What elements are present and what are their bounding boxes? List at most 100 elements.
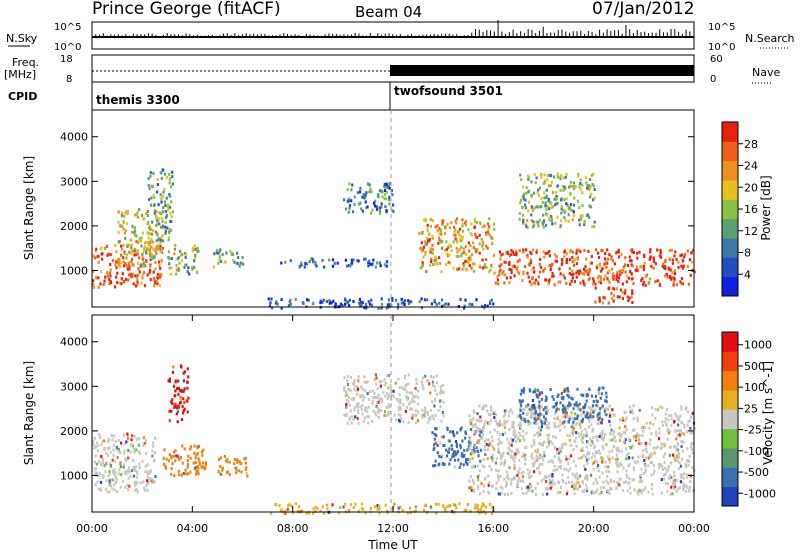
echo-cell: [535, 250, 538, 254]
echo-cell: [487, 443, 490, 447]
date-title: 07/Jan/2012: [592, 0, 695, 19]
echo-cell: [138, 256, 141, 260]
echo-cell: [414, 409, 417, 413]
echo-cell: [138, 270, 141, 274]
echo-cell: [545, 212, 548, 216]
echo-cell: [525, 224, 528, 228]
echo-cell: [617, 463, 620, 467]
echo-cell: [160, 238, 163, 242]
echo-cell: [672, 453, 675, 457]
echo-cell: [467, 458, 470, 461]
echo-cell: [204, 466, 207, 470]
echo-cell: [94, 454, 97, 458]
echo-cell: [540, 479, 543, 483]
echo-cell: [561, 446, 564, 450]
echo-cell: [584, 415, 587, 418]
echo-cell: [383, 189, 387, 193]
echo-cell: [440, 304, 444, 308]
echo-cell: [638, 408, 641, 412]
echo-cell: [179, 389, 182, 393]
echo-cell: [175, 264, 178, 267]
echo-cell: [179, 400, 182, 404]
echo-cell: [150, 245, 153, 249]
echo-cell: [559, 428, 562, 432]
echo-cell: [368, 183, 371, 187]
echo-cell: [608, 404, 611, 408]
echo-cell: [109, 465, 112, 469]
echo-cell: [152, 193, 155, 197]
echo-cell: [597, 418, 600, 422]
echo-cell: [446, 505, 449, 509]
echo-cell: [640, 442, 643, 445]
echo-cell: [431, 236, 435, 240]
echo-cell: [94, 483, 97, 487]
echo-cell: [439, 441, 442, 445]
echo-cell: [485, 244, 488, 248]
echo-cell: [474, 219, 477, 223]
echo-cell: [680, 457, 684, 461]
nsearch-tick-top: 10^5: [708, 22, 735, 33]
echo-cell: [414, 505, 417, 509]
echo-cell: [185, 252, 188, 256]
echo-cell: [567, 389, 570, 393]
echo-cell: [608, 450, 611, 454]
echo-cell: [109, 450, 112, 454]
nave-label: Nave: [752, 66, 780, 79]
echo-cell: [95, 247, 98, 251]
echo-cell: [510, 252, 513, 256]
echo-cell: [113, 488, 116, 492]
echo-cell: [100, 246, 103, 250]
echo-cell: [343, 388, 346, 392]
echo-cell: [469, 257, 472, 261]
echo-cell: [573, 492, 576, 496]
echo-cell: [336, 261, 339, 265]
echo-cell: [116, 258, 120, 262]
echo-cell: [545, 196, 548, 200]
echo-cell: [174, 379, 177, 383]
echo-cell: [525, 413, 528, 416]
echo-cell: [215, 251, 218, 255]
echo-cell: [524, 417, 527, 421]
echo-cell: [166, 226, 169, 230]
echo-cell: [331, 264, 335, 268]
echo-cell: [341, 303, 344, 307]
echo-cell: [108, 482, 111, 486]
echo-cell: [565, 202, 568, 206]
echo-cell: [473, 410, 476, 414]
echo-cell: [544, 267, 547, 271]
echo-cell: [455, 506, 458, 510]
echo-cell: [162, 210, 165, 214]
echo-cell: [537, 224, 540, 228]
echo-cell: [661, 465, 664, 468]
echo-cell: [435, 393, 438, 397]
echo-cell: [580, 438, 583, 442]
echo-cell: [439, 229, 443, 233]
echo-cell: [589, 261, 592, 265]
echo-cell: [487, 228, 490, 232]
echo-cell: [599, 281, 603, 285]
echo-cell: [618, 439, 621, 442]
echo-cell: [465, 457, 468, 461]
echo-cell: [558, 447, 561, 451]
echo-cell: [478, 427, 481, 431]
echo-cell: [471, 303, 474, 307]
echo-cell: [387, 185, 390, 189]
echo-cell: [549, 268, 552, 271]
echo-cell: [331, 503, 334, 507]
echo-cell: [630, 277, 633, 281]
echo-cell: [156, 219, 159, 223]
echo-cell: [664, 420, 667, 424]
echo-cell: [445, 240, 448, 244]
echo-cell: [131, 224, 134, 228]
echo-cell: [164, 227, 167, 231]
echo-cell: [194, 253, 197, 257]
echo-cell: [665, 272, 668, 276]
echo-cell: [550, 217, 554, 221]
echo-cell: [201, 465, 204, 469]
echo-cell: [376, 507, 379, 511]
echo-cell: [625, 416, 628, 420]
echo-cell: [187, 375, 190, 379]
echo-cell: [586, 186, 589, 190]
echo-cell: [636, 460, 639, 464]
echo-cell: [553, 421, 556, 425]
